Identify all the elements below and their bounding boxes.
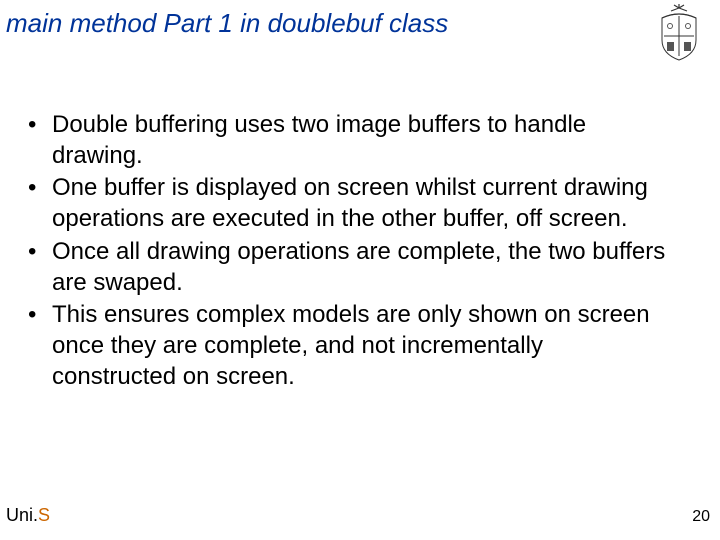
bullet-list: Double buffering uses two image buffers … xyxy=(52,110,672,394)
footer-uni: Uni. xyxy=(6,505,38,525)
page-number: 20 xyxy=(692,508,710,526)
bullet-item: This ensures complex models are only sho… xyxy=(52,300,672,392)
university-crest-icon xyxy=(654,4,704,67)
bullet-item: Once all drawing operations are complete… xyxy=(52,237,672,298)
slide-title: main method Part 1 in doublebuf class xyxy=(6,8,448,39)
bullet-item: Double buffering uses two image buffers … xyxy=(52,110,672,171)
footer-logo-text: Uni.S xyxy=(6,505,50,526)
footer-s: S xyxy=(38,505,50,525)
slide: main method Part 1 in doublebuf class Do… xyxy=(0,0,720,540)
bullet-item: One buffer is displayed on screen whilst… xyxy=(52,173,672,234)
